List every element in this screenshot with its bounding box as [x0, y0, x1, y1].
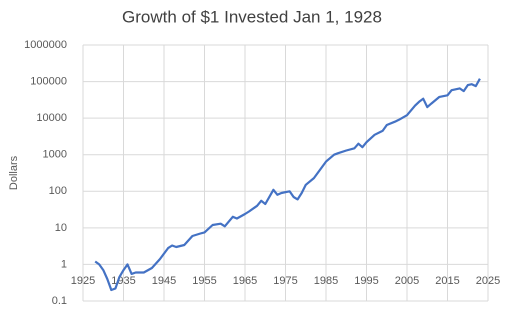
y-tick-label: 100	[49, 185, 67, 197]
x-tick-label: 1975	[273, 275, 297, 287]
x-tick-label: 2015	[435, 275, 459, 287]
y-tick-label: 1000000	[24, 39, 67, 51]
chart-title: Growth of $1 Invested Jan 1, 1928	[122, 7, 382, 26]
x-tick-label: 1965	[233, 275, 257, 287]
x-tick-label: 2005	[395, 275, 419, 287]
y-tick-label: 1000	[43, 149, 67, 161]
y-tick-label: 0.1	[52, 295, 67, 307]
x-tick-label: 1995	[354, 275, 378, 287]
x-tick-label: 1955	[192, 275, 216, 287]
x-tick-label: 1935	[111, 275, 135, 287]
y-tick-label: 10	[55, 222, 67, 234]
x-tick-label: 1945	[152, 275, 176, 287]
y-tick-label: 10000	[36, 112, 67, 124]
y-tick-label: 1	[61, 258, 67, 270]
x-tick-label: 1925	[71, 275, 95, 287]
y-axis-label: Dollars	[8, 155, 20, 190]
x-tick-label: 1985	[314, 275, 338, 287]
x-tick-label: 2025	[476, 275, 500, 287]
y-tick-label: 100000	[30, 75, 67, 87]
data-line	[94, 78, 481, 292]
